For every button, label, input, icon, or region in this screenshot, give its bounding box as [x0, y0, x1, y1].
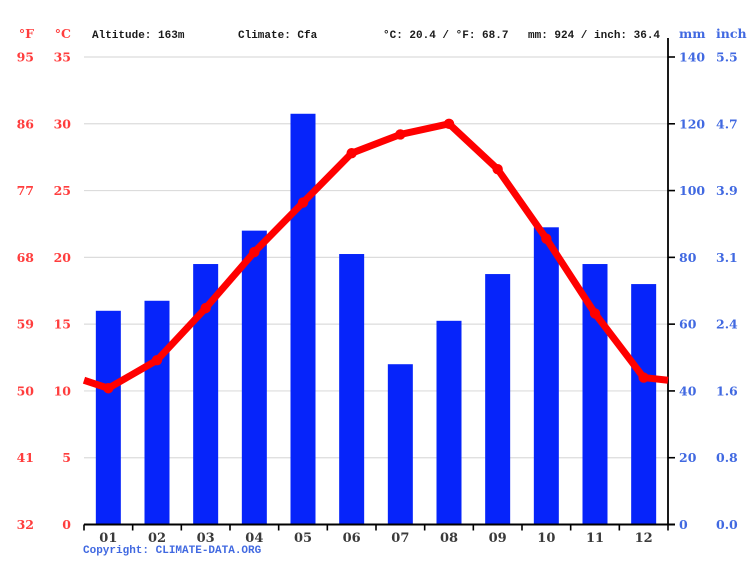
climate-classification-label: Climate: Cfa [238, 30, 318, 42]
precipitation-bar [533, 227, 559, 525]
month-label: 07 [391, 531, 409, 546]
precipitation-bar [631, 284, 657, 525]
temperature-point [346, 147, 357, 159]
left-axis-label-celsius: 30 [54, 116, 72, 131]
right-axis-label-inch: 2.4 [716, 317, 738, 332]
average-temperature-label: °C: 20.4 / °F: 68.7 [383, 30, 508, 42]
precipitation-bar [95, 310, 121, 525]
temperature-point [200, 302, 211, 314]
left-axis-label-celsius: 15 [54, 317, 71, 332]
left-axis-label-fahrenheit: 86 [17, 116, 35, 131]
month-label: 04 [245, 531, 263, 546]
month-label: 03 [197, 531, 215, 546]
precipitation-bar [485, 274, 511, 525]
month-label: 12 [635, 531, 653, 546]
precipitation-bar [339, 254, 365, 525]
axes-layer [83, 38, 675, 531]
temperature-point [443, 118, 455, 129]
axis-labels-layer: 95 35 140 5.586 30 120 4.777 25 100 3.968 20 80 3.15… [17, 50, 738, 547]
right-axis-label-mm: 20 [679, 450, 697, 465]
temperature-point [492, 164, 503, 175]
month-label: 08 [440, 531, 458, 546]
right-axis-label-mm: 60 [679, 317, 697, 332]
temperature-point [395, 129, 406, 140]
month-label: 01 [99, 531, 117, 546]
left-axis-label-fahrenheit: 77 [17, 183, 34, 198]
left-axis-label-celsius: 0 [62, 517, 71, 532]
right-axis-label-mm: 40 [679, 383, 697, 398]
temperature-point [589, 308, 601, 319]
right-axis-label-inch: 3.1 [716, 250, 738, 265]
left-axis-label-celsius: 5 [62, 450, 71, 465]
precipitation-bar [387, 364, 413, 525]
left-axis-label-celsius: 25 [54, 183, 71, 198]
left-axis-label-fahrenheit: 95 [17, 50, 34, 65]
precipitation-bar [436, 320, 462, 525]
left-axis-label-fahrenheit: 50 [17, 383, 35, 398]
left-axis-label-celsius: 20 [54, 250, 72, 265]
temperature-point [249, 246, 260, 258]
left-axis-label-fahrenheit: 68 [17, 250, 35, 265]
precipitation-bar [144, 300, 170, 525]
right-axis-label-inch: 0.0 [716, 517, 738, 532]
left-axis-label-fahrenheit: 32 [17, 517, 34, 532]
right-axis-unit-inch: inch [716, 26, 747, 41]
right-axis-label-mm: 80 [679, 250, 697, 265]
right-axis-label-inch: 5.5 [716, 50, 738, 65]
precipitation-bars-layer [95, 113, 657, 525]
right-axis-label-mm: 100 [679, 183, 705, 198]
left-axis-label-celsius: 35 [54, 50, 71, 65]
left-axis-label-fahrenheit: 59 [17, 317, 34, 332]
temperature-line-layer [82, 118, 669, 394]
left-axis-unit-fahrenheit: °F [19, 26, 34, 41]
right-axis-label-mm: 120 [679, 116, 705, 131]
month-label: 10 [537, 531, 555, 546]
right-axis-label-mm: 140 [679, 50, 705, 65]
temperature-point [297, 197, 309, 208]
month-label: 11 [586, 531, 604, 546]
right-axis-label-inch: 0.8 [716, 450, 738, 465]
temperature-line [82, 120, 669, 392]
right-axis-unit-mm: mm [679, 26, 705, 41]
precipitation-bar [290, 113, 316, 525]
month-label: 09 [489, 531, 507, 546]
gridlines-layer [84, 56, 668, 526]
precipitation-bar [241, 230, 267, 525]
altitude-label: Altitude: 163m [92, 30, 185, 42]
copyright-link[interactable]: Copyright: CLIMATE-DATA.ORG [83, 545, 262, 557]
temperature-point [103, 383, 114, 394]
right-axis-label-inch: 1.6 [716, 383, 738, 398]
right-axis-label-inch: 3.9 [716, 183, 738, 198]
left-axis-unit-celsius: °C [55, 26, 71, 41]
right-axis-label-mm: 0 [679, 517, 688, 532]
month-label: 02 [148, 531, 166, 546]
month-label: 05 [294, 531, 312, 546]
right-axis-label-inch: 4.7 [716, 116, 738, 131]
temperature-point [541, 233, 552, 244]
total-precipitation-label: mm: 924 / inch: 36.4 [528, 30, 660, 42]
left-axis-label-fahrenheit: 41 [17, 450, 34, 465]
temperature-point [151, 355, 163, 366]
month-label: 06 [343, 531, 361, 546]
temperature-point [638, 372, 649, 383]
left-axis-label-celsius: 10 [54, 383, 72, 398]
